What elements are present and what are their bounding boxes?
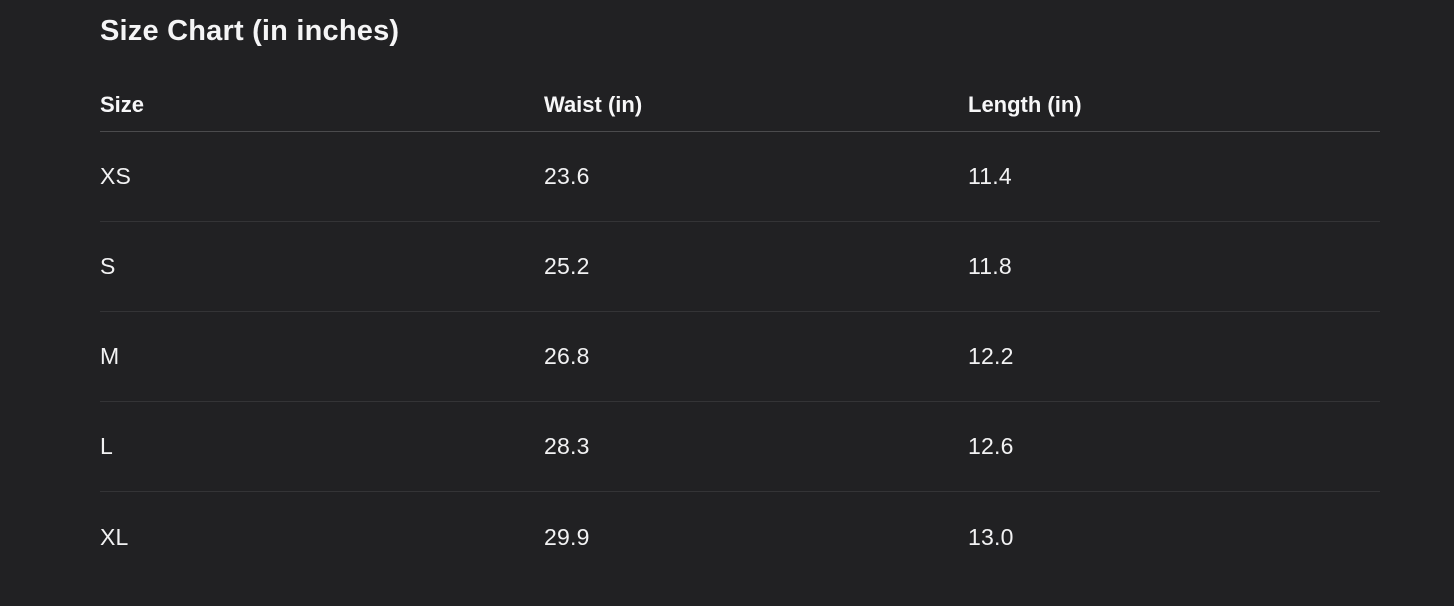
size-chart-section: Size Chart (in inches) Size Waist (in) L… bbox=[100, 15, 1380, 582]
cell-size: XL bbox=[100, 523, 129, 550]
cell-waist: 23.6 bbox=[544, 163, 590, 189]
cell-waist: 28.3 bbox=[544, 433, 590, 459]
size-chart-table: Size Waist (in) Length (in) XS 23.6 11.4… bbox=[100, 78, 1380, 582]
table-row: S 25.2 11.8 bbox=[100, 222, 1380, 312]
column-header-length: Length (in) bbox=[968, 91, 1082, 117]
cell-waist: 26.8 bbox=[544, 343, 590, 369]
cell-length: 12.6 bbox=[968, 433, 1014, 459]
column-header-waist: Waist (in) bbox=[544, 91, 643, 117]
cell-size: S bbox=[100, 253, 116, 279]
cell-size: L bbox=[100, 433, 113, 459]
cell-size: M bbox=[100, 343, 120, 369]
cell-waist: 25.2 bbox=[544, 253, 590, 279]
cell-length: 12.2 bbox=[968, 343, 1014, 369]
table-row: XL 29.9 13.0 bbox=[100, 492, 1380, 582]
cell-size: XS bbox=[100, 163, 132, 189]
table-row: M 26.8 12.2 bbox=[100, 312, 1380, 402]
table-row: XS 23.6 11.4 bbox=[100, 132, 1380, 222]
cell-length: 13.0 bbox=[968, 523, 1014, 550]
cell-length: 11.4 bbox=[968, 163, 1012, 189]
cell-waist: 29.9 bbox=[544, 523, 590, 550]
column-header-size: Size bbox=[100, 91, 145, 117]
size-chart-title: Size Chart (in inches) bbox=[100, 15, 400, 47]
table-header-row: Size Waist (in) Length (in) bbox=[100, 78, 1380, 132]
cell-length: 11.8 bbox=[968, 253, 1012, 279]
table-row: L 28.3 12.6 bbox=[100, 402, 1380, 492]
